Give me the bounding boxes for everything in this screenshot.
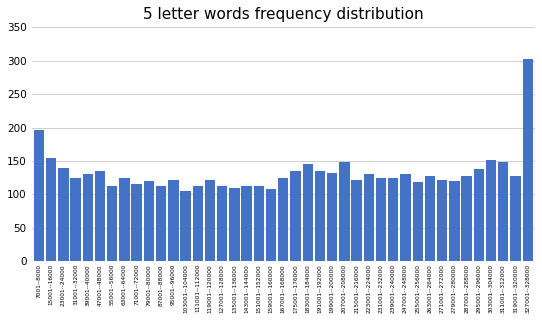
Bar — [254, 186, 264, 261]
Bar — [412, 182, 423, 261]
Bar — [315, 171, 325, 261]
Bar — [132, 184, 142, 261]
Bar — [156, 186, 166, 261]
Bar — [192, 186, 203, 261]
Bar — [327, 173, 337, 261]
Bar — [437, 180, 447, 261]
Bar — [205, 180, 215, 261]
Bar — [82, 174, 93, 261]
Bar — [46, 157, 56, 261]
Bar — [388, 178, 398, 261]
Bar — [229, 188, 240, 261]
Bar — [168, 180, 178, 261]
Bar — [474, 169, 484, 261]
Bar — [180, 191, 191, 261]
Bar — [364, 174, 374, 261]
Bar — [486, 160, 496, 261]
Bar — [511, 176, 521, 261]
Bar — [34, 130, 44, 261]
Bar — [461, 176, 472, 261]
Bar — [351, 180, 362, 261]
Bar — [401, 174, 411, 261]
Bar — [119, 178, 130, 261]
Bar — [241, 186, 252, 261]
Bar — [302, 164, 313, 261]
Bar — [291, 171, 301, 261]
Bar — [449, 181, 460, 261]
Bar — [376, 178, 386, 261]
Bar — [278, 178, 288, 261]
Bar — [95, 171, 105, 261]
Bar — [498, 162, 508, 261]
Title: 5 letter words frequency distribution: 5 letter words frequency distribution — [143, 7, 424, 22]
Bar — [217, 186, 228, 261]
Bar — [107, 186, 118, 261]
Bar — [144, 181, 154, 261]
Bar — [339, 162, 350, 261]
Bar — [266, 189, 276, 261]
Bar — [425, 176, 435, 261]
Bar — [70, 178, 81, 261]
Bar — [58, 168, 68, 261]
Bar — [522, 59, 533, 261]
